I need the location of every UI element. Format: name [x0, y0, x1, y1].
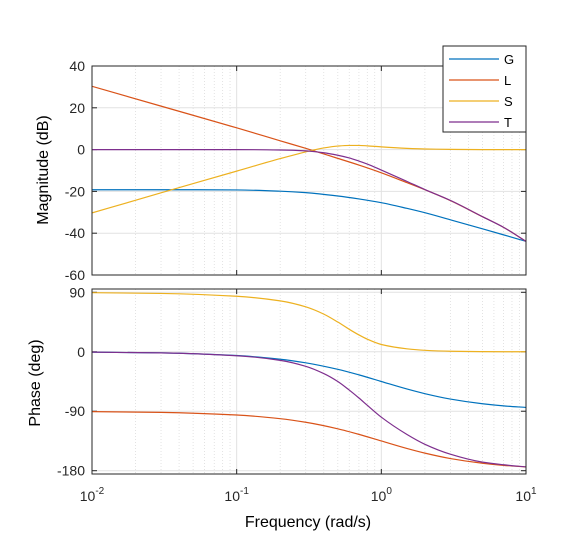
x-axis-label: Frequency (rad/s) — [245, 514, 371, 531]
y-tick-label: -180 — [57, 463, 85, 479]
axes-box — [91, 65, 527, 276]
y-tick-label: -40 — [65, 225, 85, 241]
legend-box — [442, 45, 527, 133]
x-tick-label: 101 — [515, 486, 537, 504]
y-tick-label: -60 — [65, 267, 85, 283]
plot-area — [92, 289, 526, 474]
y-tick-label: -90 — [65, 403, 85, 419]
y-tick-label: 20 — [69, 100, 85, 116]
phase-panel: 90 0 -90 -180 — [57, 284, 527, 479]
series-G-line — [92, 189, 526, 242]
series-S-line — [92, 144, 526, 214]
y-tick-label: 90 — [69, 284, 85, 300]
series-T-line — [92, 351, 526, 468]
series-T-line — [92, 148, 526, 242]
y-tick-label: 40 — [69, 58, 85, 74]
phase-axis-label: Phase (deg) — [27, 339, 44, 426]
y-tick-label: -20 — [65, 183, 85, 199]
x-tick-label: 100 — [371, 486, 393, 504]
y-tick-label: 0 — [77, 344, 85, 360]
x-axis: 10-2 10-1 100 101 — [80, 486, 537, 504]
legend-label-G: G — [504, 52, 514, 67]
magnitude-axis-label: Magnitude (dB) — [35, 115, 52, 224]
y-tick-label: 0 — [77, 142, 85, 158]
legend-label-T: T — [504, 115, 512, 130]
legend-label-S: S — [504, 94, 513, 109]
series-S-line — [92, 292, 526, 353]
legend-label-L: L — [504, 73, 511, 88]
x-tick-label: 10-1 — [224, 486, 249, 504]
x-tick-label: 10-2 — [80, 486, 105, 504]
axes-box — [91, 288, 527, 475]
series-L-line — [92, 411, 526, 468]
